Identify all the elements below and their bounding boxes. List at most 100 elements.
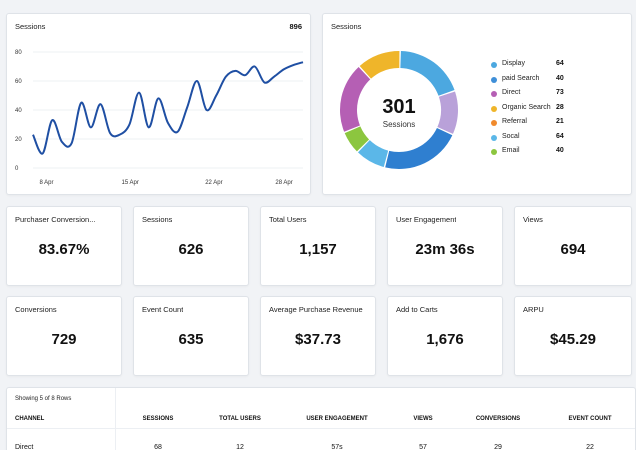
- metric-card: Average Purchase Revenue $37.73: [260, 296, 376, 376]
- legend-item: Socal 64: [491, 133, 581, 148]
- legend-value: 21: [556, 118, 564, 125]
- y-tick-label: 0: [15, 166, 19, 172]
- legend-label: Email: [502, 147, 520, 154]
- sessions-series-line: [32, 61, 304, 155]
- metric-label: ARPU: [523, 305, 544, 314]
- metric-value: 626: [178, 241, 204, 258]
- metric-label: User Engagement: [396, 215, 457, 224]
- legend-value: 64: [556, 60, 564, 67]
- legend-value: 73: [556, 89, 564, 96]
- metric-card: User Engagement 23m 36s: [387, 206, 503, 286]
- x-tick-label: 28 Apr: [275, 180, 292, 186]
- column-header-sessions[interactable]: SESSIONS: [142, 415, 174, 422]
- metric-card: Add to Carts 1,676: [387, 296, 503, 376]
- metric-card: Event Count 635: [133, 296, 249, 376]
- channel-table: CHANNEL SESSIONS TOTAL USERS USER ENGAGEMEN…: [7, 406, 635, 450]
- table-cell: 57s: [279, 427, 395, 450]
- legend-value: 28: [556, 103, 564, 111]
- donut-slice-socal: [340, 66, 371, 132]
- donut-slice-referral: [344, 126, 370, 152]
- column-header-user-engagement[interactable]: USER ENGAGEMENT: [306, 415, 368, 422]
- legend-item: Email 40: [491, 147, 581, 162]
- donut-slice-display: [400, 51, 455, 96]
- legend-dot: [491, 91, 497, 97]
- x-tick-label: 8 Apr: [39, 180, 53, 186]
- column-header-event-count[interactable]: EVENT COUNT: [568, 415, 612, 422]
- column-header-views[interactable]: VIEWS: [413, 415, 433, 422]
- legend-item: Display 64: [491, 60, 581, 75]
- metric-label: Add to Carts: [396, 305, 438, 314]
- table-cell: 22: [545, 427, 635, 450]
- y-tick-label: 80: [15, 50, 22, 56]
- legend-label: Display: [502, 60, 525, 67]
- legend-label: Socal: [502, 132, 520, 140]
- legend-dot: [491, 105, 497, 112]
- metric-label: Views: [523, 215, 543, 224]
- legend-label: Referral: [502, 118, 527, 125]
- column-header-conversions[interactable]: CONVERSIONS: [475, 415, 521, 422]
- donut-center-value: 301: [382, 96, 416, 118]
- donut-legend: Display 64 paid Search 40 Direct 73 Organic Se…: [491, 60, 581, 162]
- sessions-donut-chart: [340, 51, 458, 169]
- metric-card: Views 694: [514, 206, 632, 286]
- legend-item: paid Search 40: [491, 75, 581, 90]
- metric-value: 83.67%: [38, 241, 90, 258]
- card-title: Sessions: [331, 22, 362, 31]
- legend-value: 40: [556, 74, 564, 82]
- table-body: Direct 68 12 57s 57 29 22: [7, 427, 635, 450]
- donut-slice-email: [359, 51, 400, 79]
- metric-value: 1,676: [426, 331, 464, 348]
- metric-label: Total Users: [269, 215, 307, 224]
- x-tick-label: 22 Apr: [205, 180, 222, 186]
- legend-dot: [491, 76, 497, 83]
- metric-label: Conversions: [15, 305, 57, 314]
- column-header-total-users[interactable]: TOTAL USERS: [219, 415, 261, 422]
- x-tick-label: 15 Apr: [122, 180, 139, 186]
- legend-item: Organic Search 28: [491, 104, 581, 119]
- y-tick-label: 20: [15, 137, 22, 143]
- table-cell: 29: [451, 427, 545, 450]
- table-cell: Direct: [7, 427, 115, 450]
- legend-label: Organic Search: [502, 103, 551, 111]
- donut-slice-paid-search: [437, 91, 458, 134]
- y-tick-label: 40: [15, 108, 22, 114]
- legend-item: Direct 73: [491, 89, 581, 104]
- legend-dot: [491, 62, 497, 68]
- metric-card: Conversions 729: [6, 296, 122, 376]
- donut-center-label: Sessions: [382, 120, 416, 129]
- sessions-line-chart: 80 60 40 20 0 8 Apr 15 Apr 22 Apr 28 Apr: [15, 50, 304, 186]
- metric-label: Average Purchase Revenue: [269, 305, 363, 314]
- metric-card: Purchaser Conversion... 83.67%: [6, 206, 122, 286]
- metric-value: 23m 36s: [415, 241, 475, 258]
- metric-label: Purchaser Conversion...: [15, 215, 96, 224]
- table-cell: 57: [395, 427, 451, 450]
- metric-value: 729: [51, 331, 77, 348]
- legend-dot: [491, 149, 497, 155]
- metric-card: ARPU $45.29: [514, 296, 632, 376]
- metric-value: $37.73: [295, 331, 341, 348]
- y-tick-label: 60: [15, 79, 22, 85]
- legend-item: Referral 21: [491, 118, 581, 133]
- metric-card: Total Users 1,157: [260, 206, 376, 286]
- table-row[interactable]: Direct 68 12 57s 57 29 22: [7, 427, 635, 450]
- metric-value: 694: [560, 241, 586, 258]
- legend-dot: [491, 120, 497, 126]
- card-title: Sessions: [15, 22, 46, 31]
- metric-value: $45.29: [550, 331, 596, 348]
- metric-card: Sessions 626: [133, 206, 249, 286]
- table-caption: Showing 5 of 8 Rows: [15, 396, 72, 402]
- column-header-channel[interactable]: CHANNEL: [15, 415, 45, 422]
- metric-value: 635: [178, 331, 204, 348]
- legend-label: paid Search: [502, 74, 540, 82]
- table-header-row: CHANNEL SESSIONS TOTAL USERS USER ENGAGEMEN…: [7, 406, 635, 428]
- legend-value: 40: [556, 147, 564, 154]
- sessions-donut-card: Sessions 301 Sessions Display 64 paid Sear…: [322, 13, 632, 195]
- legend-label: Direct: [502, 89, 521, 96]
- legend-value: 64: [556, 132, 564, 140]
- metric-label: Sessions: [142, 215, 173, 224]
- legend-dot: [491, 134, 497, 141]
- table-divider: [115, 388, 116, 450]
- donut-slice-organic-search: [357, 140, 389, 168]
- table-cell: 12: [201, 427, 279, 450]
- metric-label: Event Count: [142, 305, 184, 314]
